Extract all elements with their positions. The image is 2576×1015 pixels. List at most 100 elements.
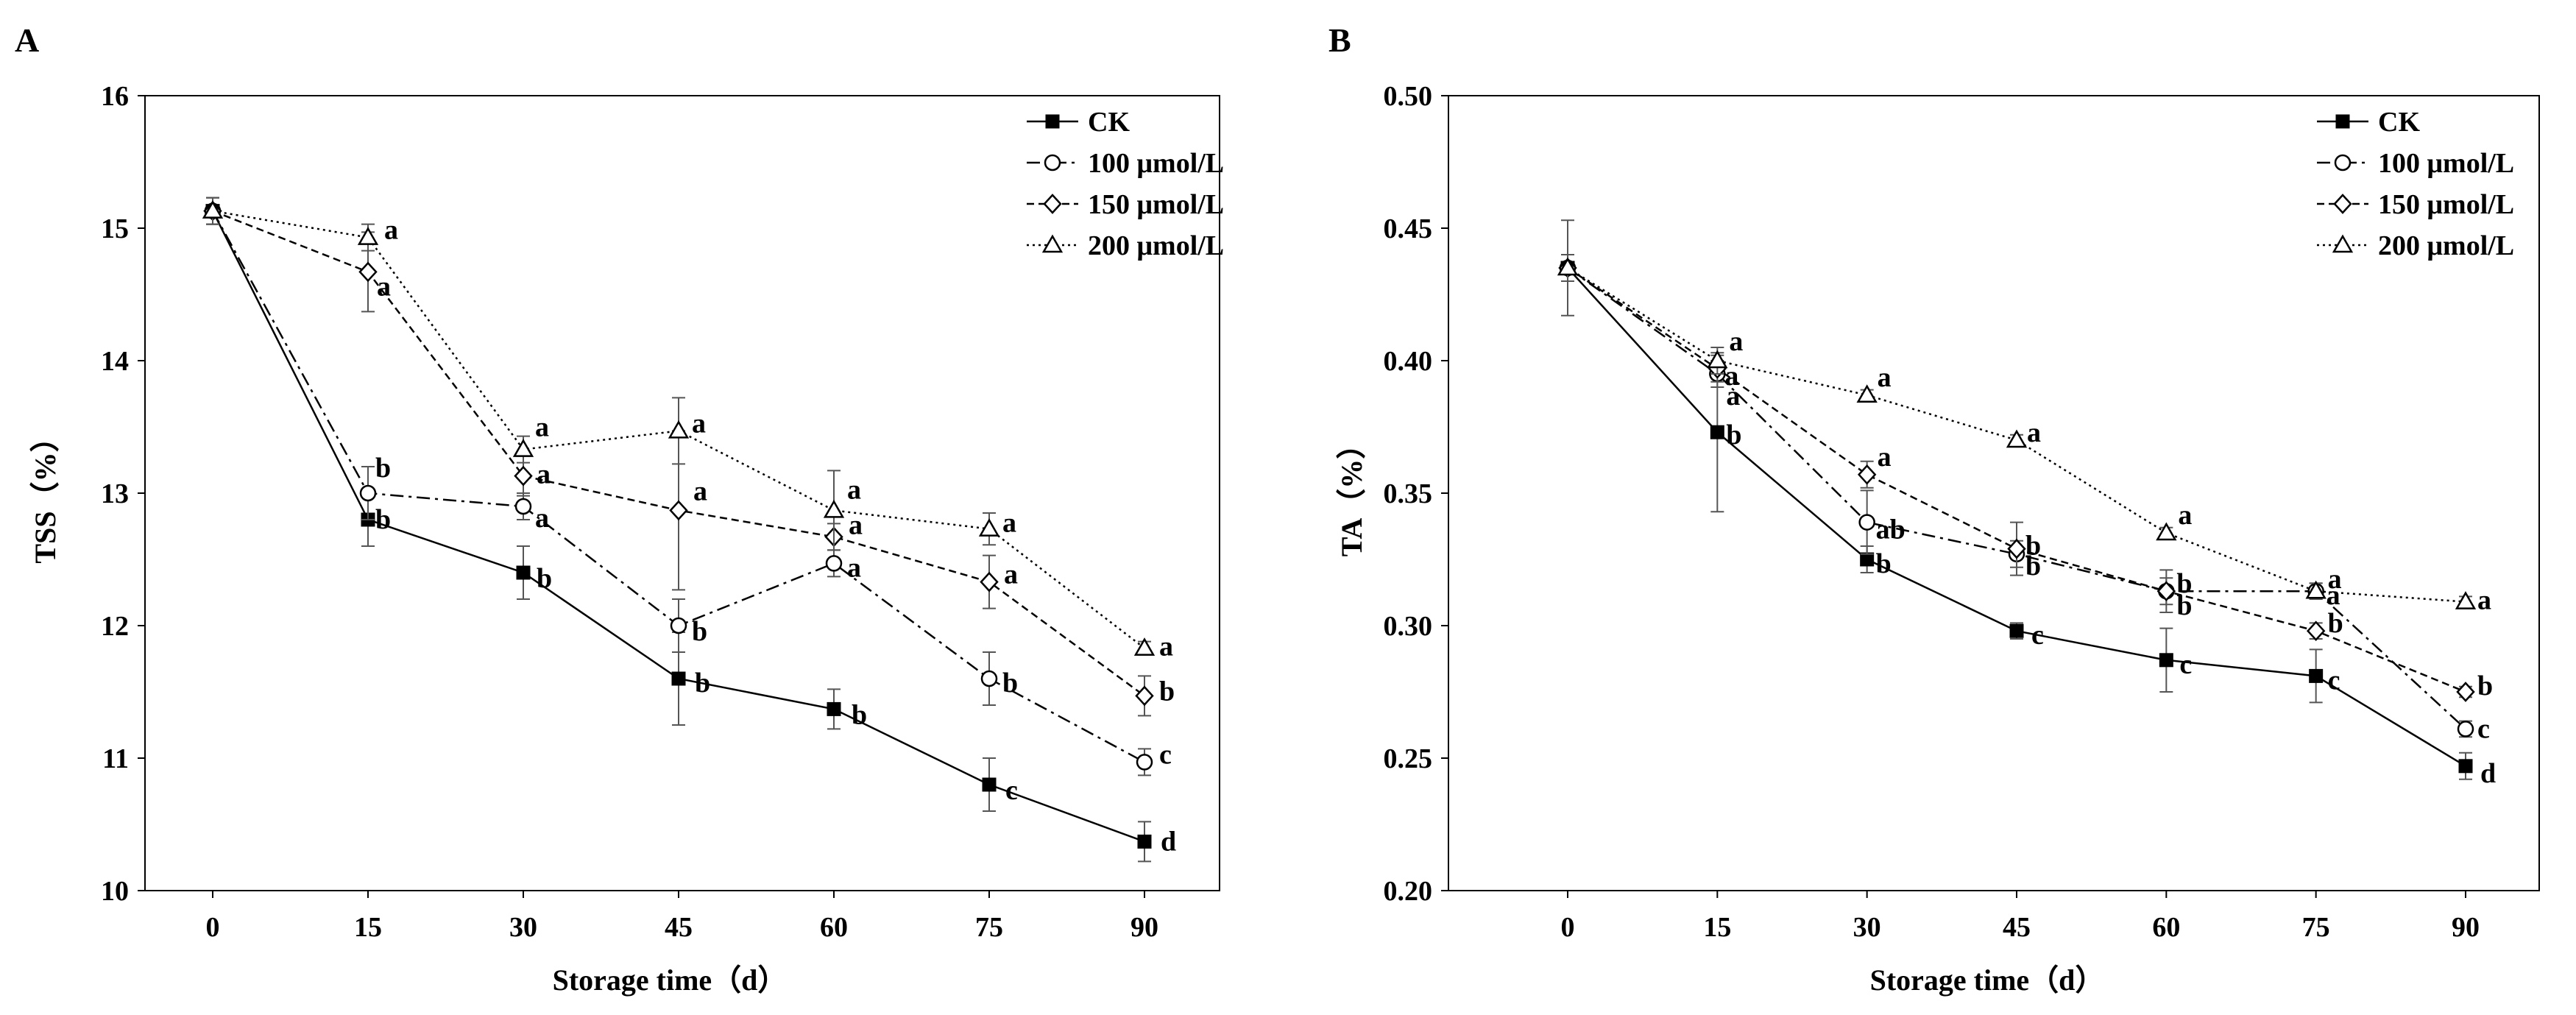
significance-letter: b — [2176, 568, 2192, 599]
legend-marker — [1041, 234, 1064, 253]
axis-ticks-a — [138, 95, 1145, 898]
significance-letter: a — [1878, 442, 1892, 473]
significance-letter: d — [2480, 758, 2496, 789]
series-group-b — [1557, 219, 2477, 780]
x-tick-label: 0 — [1561, 912, 1575, 943]
significance-letter: a — [535, 503, 549, 534]
y-tick-labels-b: 0.20 0.25 0.30 0.35 0.40 0.45 0.50 — [1384, 81, 1433, 907]
x-tick-label: 45 — [665, 912, 693, 943]
significance-letter: c — [1159, 739, 1172, 770]
y-tick-label: 14 — [101, 346, 129, 377]
data-point — [358, 261, 378, 283]
data-point — [2306, 620, 2326, 642]
data-point — [359, 484, 377, 502]
x-tick-label: 60 — [820, 912, 848, 943]
legend-entry: 200 μmol/L — [1027, 230, 1224, 261]
significance-letter: b — [2328, 608, 2343, 639]
data-point — [1135, 685, 1154, 707]
significance-letter: ab — [1876, 514, 1906, 545]
y-axis-label-b: TA（%） — [1335, 430, 1368, 557]
significance-letter: a — [2027, 417, 2041, 448]
significance-letter: b — [1726, 420, 1741, 450]
series-3 — [1557, 254, 2477, 609]
y-tick-label: 0.50 — [1384, 81, 1433, 112]
x-tick-label: 90 — [1130, 912, 1158, 943]
significance-letter: b — [692, 616, 707, 647]
significance-letter: a — [1726, 381, 1740, 411]
data-point — [1136, 754, 1153, 771]
legend-marker — [2335, 114, 2350, 129]
data-point — [1137, 834, 1152, 849]
significance-letter: b — [1002, 668, 1018, 699]
significance-letter: b — [695, 668, 710, 699]
x-tick-label: 90 — [2452, 912, 2480, 943]
legend-entry: CK — [1027, 107, 1130, 138]
legend-label: 200 μmol/L — [2378, 230, 2514, 261]
significance-letter: a — [1159, 632, 1173, 662]
x-tick-label: 30 — [509, 912, 537, 943]
x-axis-label-b: Storage time（d） — [1870, 963, 2105, 997]
data-point — [516, 565, 531, 580]
data-point — [514, 498, 532, 515]
significance-letter: a — [847, 474, 861, 505]
x-tick-labels-a: 0 15 30 45 60 75 90 — [206, 912, 1159, 943]
series-group-a — [202, 197, 1156, 863]
y-tick-label: 0.25 — [1384, 743, 1433, 774]
x-axis-label-a: Storage time（d） — [553, 963, 788, 997]
significance-letter: d — [1161, 826, 1176, 857]
data-point — [825, 555, 843, 572]
x-tick-labels-b: 0 15 30 45 60 75 90 — [1561, 912, 2480, 943]
y-tick-label: 10 — [101, 876, 129, 907]
significance-letter: c — [2477, 713, 2490, 744]
panel-label-b: B — [1328, 21, 1351, 59]
data-point — [827, 701, 841, 716]
x-tick-label: 45 — [2003, 912, 2031, 943]
legend-marker — [2333, 194, 2352, 214]
x-tick-label: 30 — [1853, 912, 1881, 943]
significance-letter: a — [2178, 500, 2192, 531]
data-point — [2456, 682, 2475, 702]
data-point — [2455, 591, 2477, 609]
data-point — [1856, 384, 1878, 403]
data-point — [2309, 668, 2324, 683]
significance-letter: a — [849, 509, 863, 540]
significance-letter: a — [1729, 326, 1743, 357]
legend-entry: 150 μmol/L — [1027, 189, 1224, 220]
series-3 — [202, 197, 1156, 656]
legend-label: 150 μmol/L — [2378, 189, 2514, 220]
significance-letter: c — [1005, 775, 1018, 806]
significance-letter: b — [1159, 676, 1175, 707]
panel-b: B 0.20 0.25 0.30 0.35 0.40 0.45 0.50 0 15 30 45 60… — [1328, 21, 2540, 997]
data-point — [2159, 653, 2173, 668]
significance-letter: a — [377, 271, 391, 302]
legend-entry: 200 μmol/L — [2317, 230, 2514, 261]
significance-letter: b — [2025, 551, 2041, 581]
legend-entry: 100 μmol/L — [2317, 148, 2514, 179]
data-point — [2006, 429, 2028, 448]
significance-letter: b — [852, 699, 867, 730]
significance-letter: a — [1002, 508, 1016, 539]
legend-b: CK 100 μmol/L 150 μmol/L 200 μmol/L — [2317, 107, 2514, 261]
plot-frame-b — [1448, 95, 2540, 891]
legend-entry: 150 μmol/L — [2317, 189, 2514, 220]
legend-label: 200 μmol/L — [1088, 230, 1224, 261]
data-point — [668, 420, 690, 439]
data-point — [669, 500, 688, 521]
y-tick-label: 0.45 — [1384, 213, 1433, 244]
x-tick-label: 15 — [354, 912, 382, 943]
data-point — [514, 465, 533, 487]
data-point — [357, 227, 379, 245]
data-point — [670, 617, 687, 634]
significance-letter: b — [2025, 531, 2041, 562]
significance-letter: a — [1878, 362, 1892, 393]
y-tick-label: 12 — [101, 611, 129, 642]
significance-letter: c — [2179, 649, 2192, 680]
legend-a: CK 100 μmol/L 150 μmol/L 200 μmol/L — [1027, 107, 1224, 261]
data-point — [2305, 580, 2326, 599]
legend-label: 100 μmol/L — [2378, 148, 2514, 179]
significance-letter: a — [847, 552, 861, 583]
y-tick-label: 16 — [101, 81, 129, 112]
data-point — [671, 671, 686, 686]
data-point — [1557, 257, 1579, 276]
